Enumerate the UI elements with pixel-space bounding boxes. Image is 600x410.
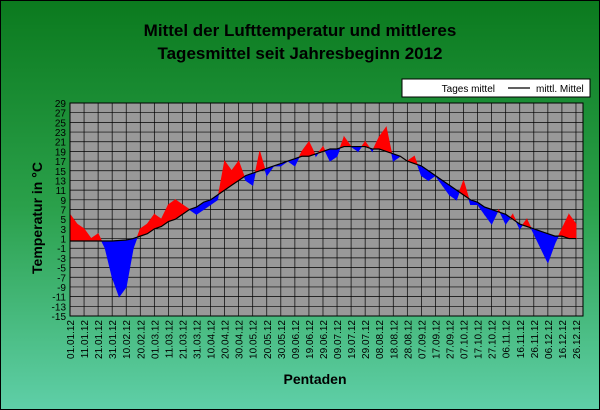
x-tick-label: 20.02.12 — [136, 320, 147, 359]
x-tick-label: 17.09.12 — [431, 320, 442, 359]
chart-title: Mittel der Lufttemperatur und mittleres — [144, 21, 457, 40]
x-tick-label: 17.10.12 — [474, 320, 485, 359]
plot-border — [69, 102, 584, 317]
x-tick-label: 30.05.12 — [277, 320, 288, 359]
x-tick-label: 19.07.12 — [347, 320, 358, 359]
x-tick-label: 21.01.12 — [94, 320, 105, 359]
x-tick-label: 16.11.12 — [516, 320, 527, 359]
deviation-area — [118, 239, 127, 298]
y-tick-label: -5 — [57, 264, 66, 275]
legend-label: mittl. Mittel — [536, 84, 584, 95]
mean-line — [70, 145, 576, 242]
x-tick-label: 27.10.12 — [488, 320, 499, 359]
legend-label: Tages mittel — [442, 84, 495, 95]
x-tick-label: 07.10.12 — [460, 320, 471, 359]
x-tick-label: 01.01.12 — [66, 320, 77, 359]
x-tick-label: 10.04.12 — [207, 320, 218, 359]
y-tick-label: 23 — [55, 128, 67, 139]
y-tick-label: -3 — [57, 254, 66, 265]
x-tick-label: 06.11.12 — [502, 320, 513, 359]
x-tick-label: 10.05.12 — [249, 320, 260, 359]
x-tick-label: 20.04.12 — [221, 320, 232, 359]
x-tick-label: 19.06.12 — [305, 320, 316, 359]
x-tick-label: 27.09.12 — [445, 320, 456, 359]
y-tick-label: 7 — [60, 206, 66, 217]
x-tick-label: 31.03.12 — [192, 320, 203, 359]
x-tick-label: 20.05.12 — [263, 320, 274, 359]
chart-title: Tagesmittel seit Jahresbeginn 2012 — [157, 44, 442, 63]
y-tick-label: -13 — [52, 302, 67, 313]
y-axis-label: Temperatur in °C — [29, 162, 45, 274]
x-tick-label: 16.12.12 — [558, 320, 569, 359]
y-tick-label: 5 — [60, 215, 66, 226]
y-tick-label: 27 — [55, 109, 67, 120]
y-tick-label: 15 — [55, 167, 67, 178]
y-tick-label: 13 — [55, 176, 67, 187]
x-tick-label: 09.07.12 — [333, 320, 344, 359]
y-tick-label: -11 — [52, 293, 66, 304]
x-tick-label: 01.03.12 — [150, 320, 161, 359]
y-tick-label: -9 — [57, 283, 66, 294]
x-tick-label: 06.12.12 — [544, 320, 555, 359]
x-tick-label: 08.08.12 — [375, 320, 386, 359]
legend-box — [401, 78, 591, 98]
y-tick-label: -15 — [52, 312, 67, 323]
x-tick-label: 26.11.12 — [530, 320, 541, 359]
x-tick-label: 29.06.12 — [319, 320, 330, 359]
y-tick-label: 9 — [60, 196, 66, 207]
x-tick-label: 11.03.12 — [164, 320, 175, 359]
y-tick-label: -1 — [57, 244, 66, 255]
y-tick-label: 1 — [60, 235, 66, 246]
x-axis-label: Pentaden — [283, 371, 346, 387]
x-tick-label: 10.02.12 — [122, 320, 133, 359]
y-tick-label: 3 — [60, 225, 66, 236]
y-tick-label: 25 — [55, 118, 67, 129]
x-tick-label: 18.08.12 — [389, 320, 400, 359]
y-tick-label: 19 — [55, 147, 67, 158]
x-tick-label: 07.09.12 — [417, 320, 428, 359]
x-tick-label: 31.01.12 — [108, 320, 119, 359]
y-tick-label: 21 — [55, 138, 67, 149]
y-tick-label: 29 — [55, 99, 67, 110]
x-tick-label: 26.12.12 — [572, 320, 583, 359]
x-tick-label: 09.06.12 — [291, 320, 302, 359]
y-tick-label: 11 — [56, 186, 67, 197]
x-tick-label: 30.04.12 — [235, 320, 246, 359]
x-tick-label: 29.07.12 — [361, 320, 372, 359]
y-tick-label: -7 — [57, 273, 66, 284]
x-tick-label: 28.08.12 — [403, 320, 414, 359]
y-tick-label: 17 — [55, 157, 67, 168]
x-tick-label: 11.01.12 — [80, 320, 91, 359]
x-tick-label: 21.03.12 — [178, 320, 189, 359]
